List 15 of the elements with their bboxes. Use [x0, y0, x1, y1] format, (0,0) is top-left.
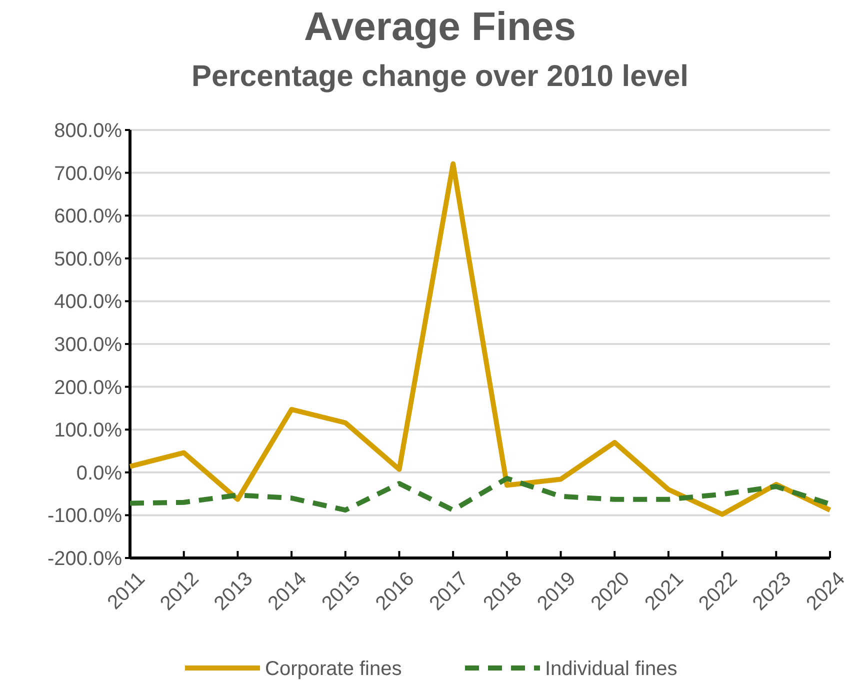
chart-title: Average Fines — [304, 5, 576, 49]
y-tick-label: 700.0% — [54, 162, 122, 185]
y-tick-label: 100.0% — [54, 420, 122, 442]
y-tick-label: 500.0% — [54, 248, 122, 270]
y-tick-label: 200.0% — [54, 376, 122, 399]
legend-label: Corporate fines — [265, 658, 402, 680]
y-tick-label: 400.0% — [54, 291, 122, 314]
y-tick-label: 300.0% — [54, 334, 122, 356]
legend-label: Individual fines — [545, 658, 678, 680]
y-tick-label: -200.0% — [48, 548, 122, 570]
y-tick-label: 0.0% — [76, 462, 122, 484]
y-tick-label: 800.0% — [54, 120, 122, 142]
y-tick-label: -100.0% — [48, 505, 122, 528]
chart-subtitle: Percentage change over 2010 level — [192, 60, 688, 93]
y-tick-label: 600.0% — [54, 206, 122, 228]
